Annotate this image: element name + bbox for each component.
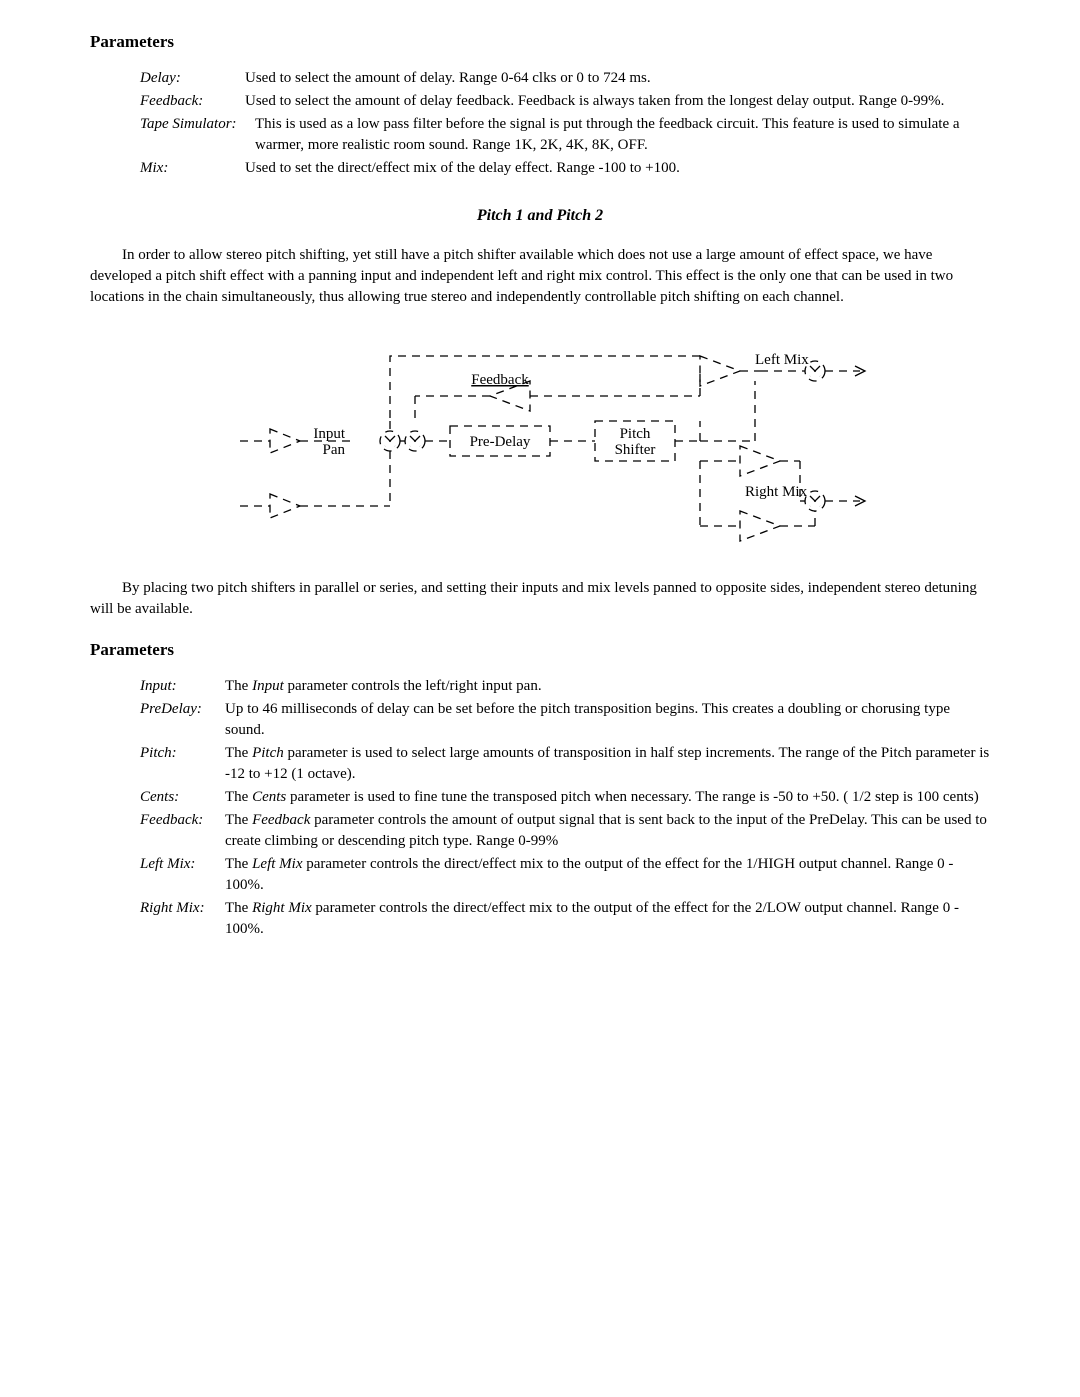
pitch-para-1: In order to allow stereo pitch shifting,…: [90, 245, 990, 308]
diagram-label-predelay: Pre-Delay: [470, 434, 531, 450]
param-label: Delay:: [140, 68, 245, 89]
param-desc: Used to select the amount of delay feedb…: [245, 91, 990, 112]
diagram-label-input: Input: [313, 426, 345, 442]
param-label: Right Mix:: [140, 898, 225, 919]
param-row: Cents: The Cents parameter is used to fi…: [140, 787, 990, 808]
param-row: Pitch: The Pitch parameter is used to se…: [140, 743, 990, 785]
signal-flow-diagram: Feedback Left Mix Input Pan Pre-Delay Pi…: [200, 326, 880, 556]
diagram-label-rightmix: Right Mix: [745, 484, 808, 500]
param-label: Cents:: [140, 787, 225, 808]
param-row: Left Mix: The Left Mix parameter control…: [140, 854, 990, 896]
param-desc: The Feedback parameter controls the amou…: [225, 810, 990, 852]
param-row: Feedback: Used to select the amount of d…: [140, 91, 990, 112]
pitch-title: Pitch 1 and Pitch 2: [90, 205, 990, 227]
param-row: Feedback: The Feedback parameter control…: [140, 810, 990, 852]
param-desc: The Input parameter controls the left/ri…: [225, 676, 990, 697]
parameters-heading-2: Parameters: [90, 638, 990, 662]
param-desc: The Cents parameter is used to fine tune…: [225, 787, 990, 808]
param-desc: Up to 46 milliseconds of delay can be se…: [225, 699, 990, 741]
param-desc: Used to select the amount of delay. Rang…: [245, 68, 990, 89]
diagram-label-feedback: Feedback: [471, 372, 529, 388]
param-row: Input: The Input parameter controls the …: [140, 676, 990, 697]
diagram-label-pitch: Pitch: [620, 426, 651, 442]
param-label: Tape Simulator:: [140, 114, 255, 135]
parameter-list-1: Delay: Used to select the amount of dela…: [140, 68, 990, 179]
parameters-heading-1: Parameters: [90, 30, 990, 54]
pitch-para-2: By placing two pitch shifters in paralle…: [90, 578, 990, 620]
param-desc: The Right Mix parameter controls the dir…: [225, 898, 990, 940]
param-row: Delay: Used to select the amount of dela…: [140, 68, 990, 89]
param-label: Input:: [140, 676, 225, 697]
param-label: Mix:: [140, 158, 245, 179]
param-row: PreDelay: Up to 46 milliseconds of delay…: [140, 699, 990, 741]
param-row: Mix: Used to set the direct/effect mix o…: [140, 158, 990, 179]
param-desc: This is used as a low pass filter before…: [255, 114, 990, 156]
param-desc: The Pitch parameter is used to select la…: [225, 743, 990, 785]
param-desc: The Left Mix parameter controls the dire…: [225, 854, 990, 896]
diagram-label-shifter: Shifter: [615, 442, 656, 458]
parameter-list-2: Input: The Input parameter controls the …: [140, 676, 990, 940]
param-row: Tape Simulator: This is used as a low pa…: [140, 114, 990, 156]
param-row: Right Mix: The Right Mix parameter contr…: [140, 898, 990, 940]
param-label: Pitch:: [140, 743, 225, 764]
param-label: Feedback:: [140, 91, 245, 112]
diagram-label-leftmix: Left Mix: [755, 352, 809, 368]
param-label: PreDelay:: [140, 699, 225, 720]
param-desc: Used to set the direct/effect mix of the…: [245, 158, 990, 179]
param-label: Left Mix:: [140, 854, 225, 875]
param-label: Feedback:: [140, 810, 225, 831]
diagram-label-pan: Pan: [323, 442, 346, 458]
